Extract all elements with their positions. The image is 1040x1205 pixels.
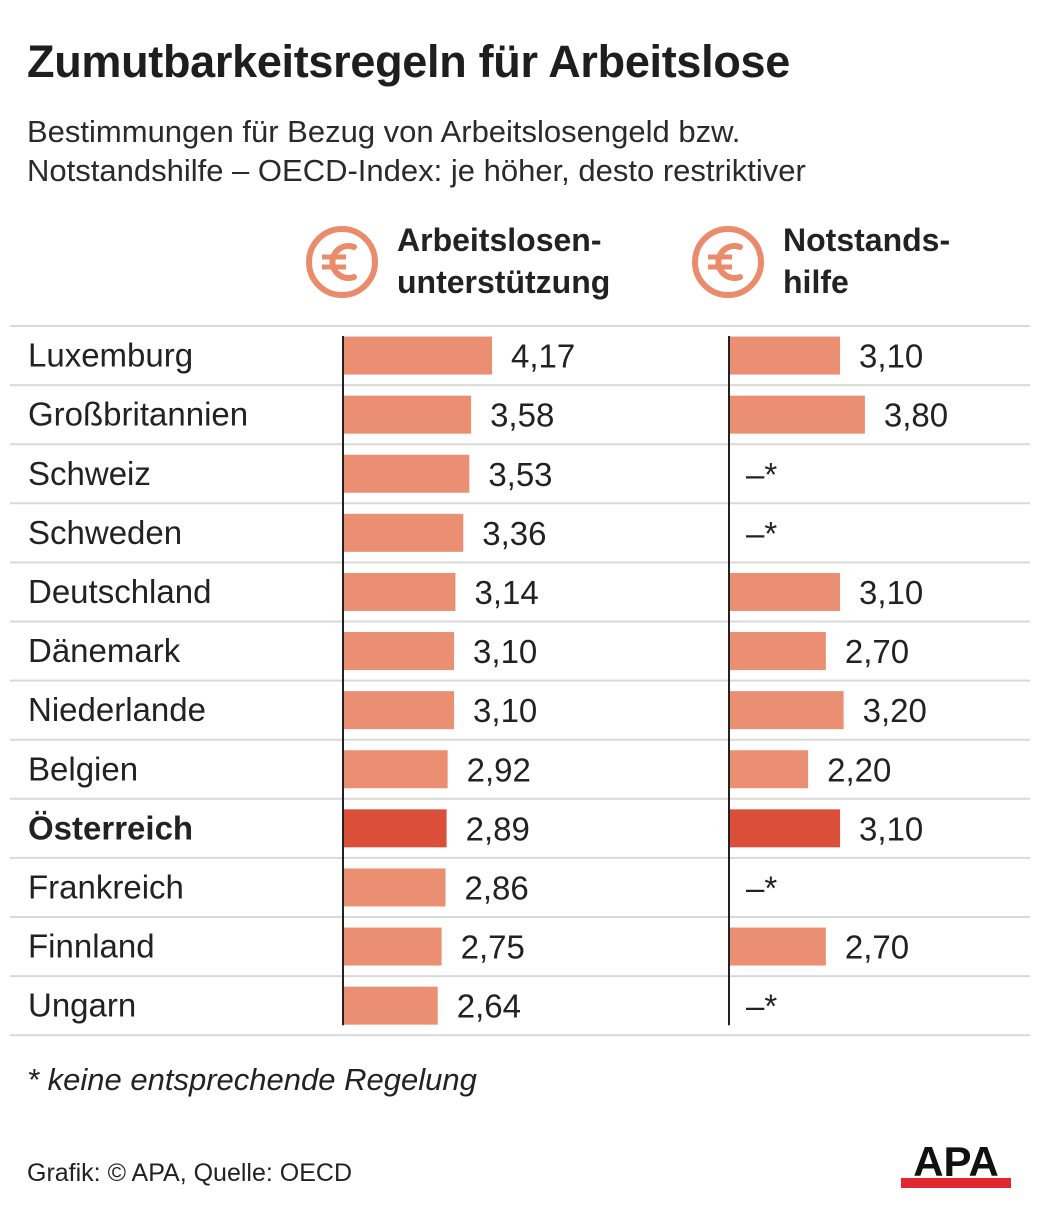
value-label: 2,70 <box>845 633 909 670</box>
bar <box>344 809 447 848</box>
apa-logo: APA <box>901 1140 1011 1188</box>
value-label: 3,58 <box>490 397 554 434</box>
bar <box>730 632 826 671</box>
value-label: 2,20 <box>827 751 891 788</box>
column-header-line: unterstützung <box>397 264 611 300</box>
bar <box>344 454 470 493</box>
value-label: 2,64 <box>457 988 521 1025</box>
bar <box>730 336 841 375</box>
column-header-line: Arbeitslosen- <box>397 222 602 258</box>
bar <box>344 927 442 966</box>
category-label: Deutschland <box>28 573 211 610</box>
footnote: * keine entsprechende Regelung <box>27 1062 477 1097</box>
value-label: 3,80 <box>884 397 948 434</box>
category-label: Ungarn <box>28 987 136 1024</box>
value-label: 3,10 <box>859 574 923 611</box>
category-label: Belgien <box>28 750 138 787</box>
value-label: –* <box>746 869 777 906</box>
bar <box>730 927 826 966</box>
bar <box>344 632 455 671</box>
bar <box>344 395 472 434</box>
bar <box>344 750 448 789</box>
source-credit: Grafik: © APA, Quelle: OECD <box>27 1159 352 1187</box>
value-label: 3,53 <box>488 456 552 493</box>
value-label: 3,10 <box>473 692 537 729</box>
value-label: 2,92 <box>467 751 531 788</box>
column-header-line: hilfe <box>783 264 849 300</box>
subtitle-line-1: Bestimmungen für Bezug von Arbeitsloseng… <box>27 114 741 149</box>
category-label: Dänemark <box>28 632 181 669</box>
bar <box>344 691 455 730</box>
bar <box>730 691 844 730</box>
bar <box>344 513 464 552</box>
bar <box>344 572 456 611</box>
bar <box>730 395 865 434</box>
bar <box>730 809 841 848</box>
value-label: 2,75 <box>461 929 525 966</box>
column-header-line: Notstands- <box>783 222 951 258</box>
subtitle-line-2: Notstandshilfe – OECD-Index: je höher, d… <box>27 153 806 188</box>
value-label: 3,10 <box>859 338 923 375</box>
euro-icon <box>692 226 764 298</box>
chart-subtitle: Bestimmungen für Bezug von Arbeitsloseng… <box>27 112 1017 190</box>
bar <box>344 986 438 1025</box>
category-label: Schweden <box>28 514 182 551</box>
value-label: 3,10 <box>473 633 537 670</box>
bar <box>730 750 809 789</box>
bar <box>730 572 841 611</box>
category-label: Frankreich <box>28 868 184 905</box>
value-label: 3,10 <box>859 810 923 847</box>
category-label: Luxemburg <box>28 337 193 374</box>
value-label: 2,70 <box>845 929 909 966</box>
category-label: Finnland <box>28 928 155 965</box>
value-label: 2,86 <box>465 869 529 906</box>
value-label: –* <box>746 515 777 552</box>
bar <box>344 868 446 907</box>
category-label: Österreich <box>28 809 193 846</box>
column-header-notstandshilfe: Notstands- hilfe <box>783 219 950 303</box>
bar <box>344 336 493 375</box>
category-label: Niederlande <box>28 691 206 728</box>
value-label: –* <box>746 988 777 1025</box>
column-header-arbeitslosenunterstuetzung: Arbeitslosen- unterstützung <box>397 219 610 303</box>
chart-title: Zumutbarkeitsregeln für Arbeitslose <box>27 36 791 87</box>
value-label: 3,20 <box>863 692 927 729</box>
value-label: 3,14 <box>474 574 538 611</box>
svg-text:APA: APA <box>913 1140 999 1185</box>
category-label: Großbritannien <box>28 396 248 433</box>
category-label: Schweiz <box>28 455 151 492</box>
euro-icon <box>306 226 378 298</box>
value-label: 2,89 <box>466 810 530 847</box>
value-label: 3,36 <box>482 515 546 552</box>
value-label: 4,17 <box>511 338 575 375</box>
value-label: –* <box>746 456 777 493</box>
